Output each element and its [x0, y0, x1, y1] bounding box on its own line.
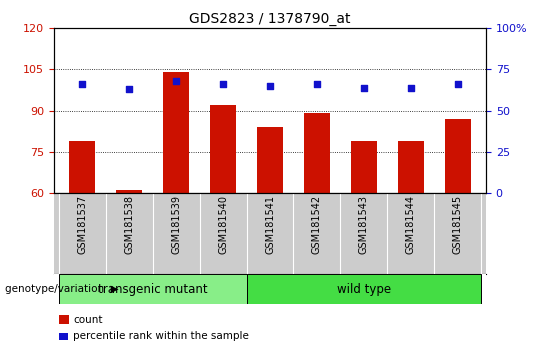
Text: GSM181541: GSM181541 — [265, 195, 275, 255]
Text: GSM181539: GSM181539 — [171, 195, 181, 255]
Text: GSM181537: GSM181537 — [77, 195, 87, 255]
Point — [219, 81, 227, 87]
Bar — [210, 105, 236, 193]
Text: GSM181538: GSM181538 — [124, 195, 134, 255]
Text: count: count — [73, 315, 103, 325]
Point — [407, 85, 415, 90]
Point — [78, 81, 86, 87]
Bar — [398, 141, 424, 193]
Bar — [116, 190, 142, 193]
Title: GDS2823 / 1378790_at: GDS2823 / 1378790_at — [189, 12, 351, 26]
Point — [454, 81, 462, 87]
Bar — [247, 274, 481, 304]
Text: percentile rank within the sample: percentile rank within the sample — [73, 331, 249, 341]
Text: GSM181540: GSM181540 — [218, 195, 228, 255]
Bar — [304, 113, 330, 193]
Bar — [351, 141, 377, 193]
Bar — [163, 72, 189, 193]
Point — [125, 86, 133, 92]
Text: genotype/variation  ▶: genotype/variation ▶ — [5, 284, 119, 295]
Text: GSM181545: GSM181545 — [453, 195, 463, 255]
Point — [360, 85, 368, 90]
Bar — [59, 274, 247, 304]
Bar — [257, 127, 283, 193]
Point — [266, 83, 274, 89]
Text: wild type: wild type — [337, 283, 391, 296]
Point — [313, 81, 321, 87]
Point — [172, 78, 180, 84]
Text: GSM181543: GSM181543 — [359, 195, 369, 255]
Text: transgenic mutant: transgenic mutant — [98, 283, 207, 296]
Text: GSM181542: GSM181542 — [312, 195, 322, 255]
Text: GSM181544: GSM181544 — [406, 195, 416, 255]
Bar — [445, 119, 471, 193]
Bar — [69, 141, 95, 193]
